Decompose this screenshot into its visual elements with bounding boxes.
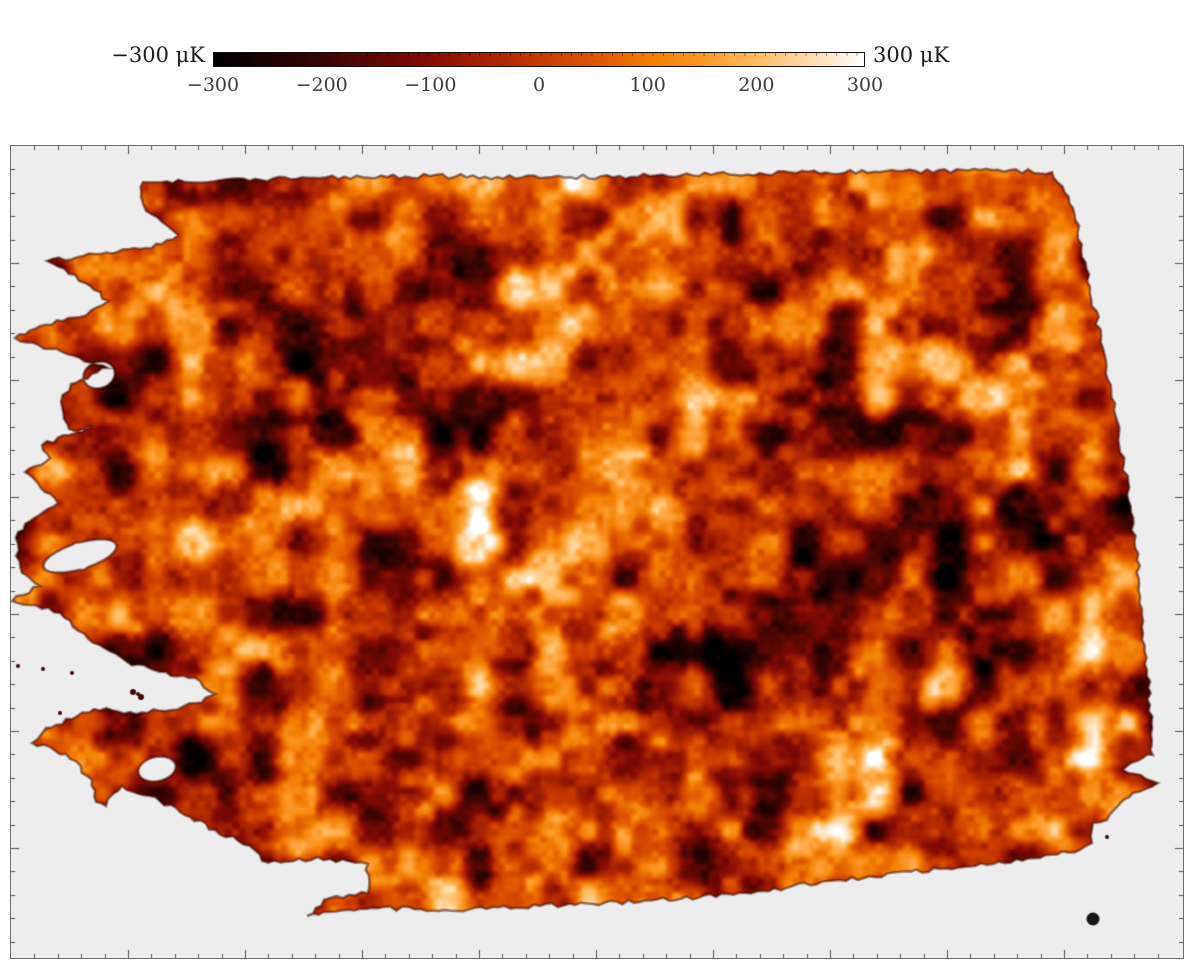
map-canvas [11,146,1183,958]
colorbar-tick-label: 200 [738,74,775,96]
colorbar-tick-label: −100 [404,74,457,96]
colorbar-tick-label: 0 [532,74,546,96]
colorbar-tick-label: 300 [846,74,884,96]
colorbar-tick-label: 100 [629,74,666,96]
map-plot-frame [10,145,1184,959]
colorbar-minor-ticks [214,53,864,56]
colorbar-min-label: −300 μK [111,43,205,67]
colorbar-tick-label: −300 [186,74,240,96]
colorbar-gradient [213,52,865,67]
colorbar-max-label: 300 μK [873,43,950,67]
colorbar-tick-label: −200 [295,74,348,96]
colorbar-tick-labels: −300 −200 −100 0 100 200 300 [187,74,883,98]
